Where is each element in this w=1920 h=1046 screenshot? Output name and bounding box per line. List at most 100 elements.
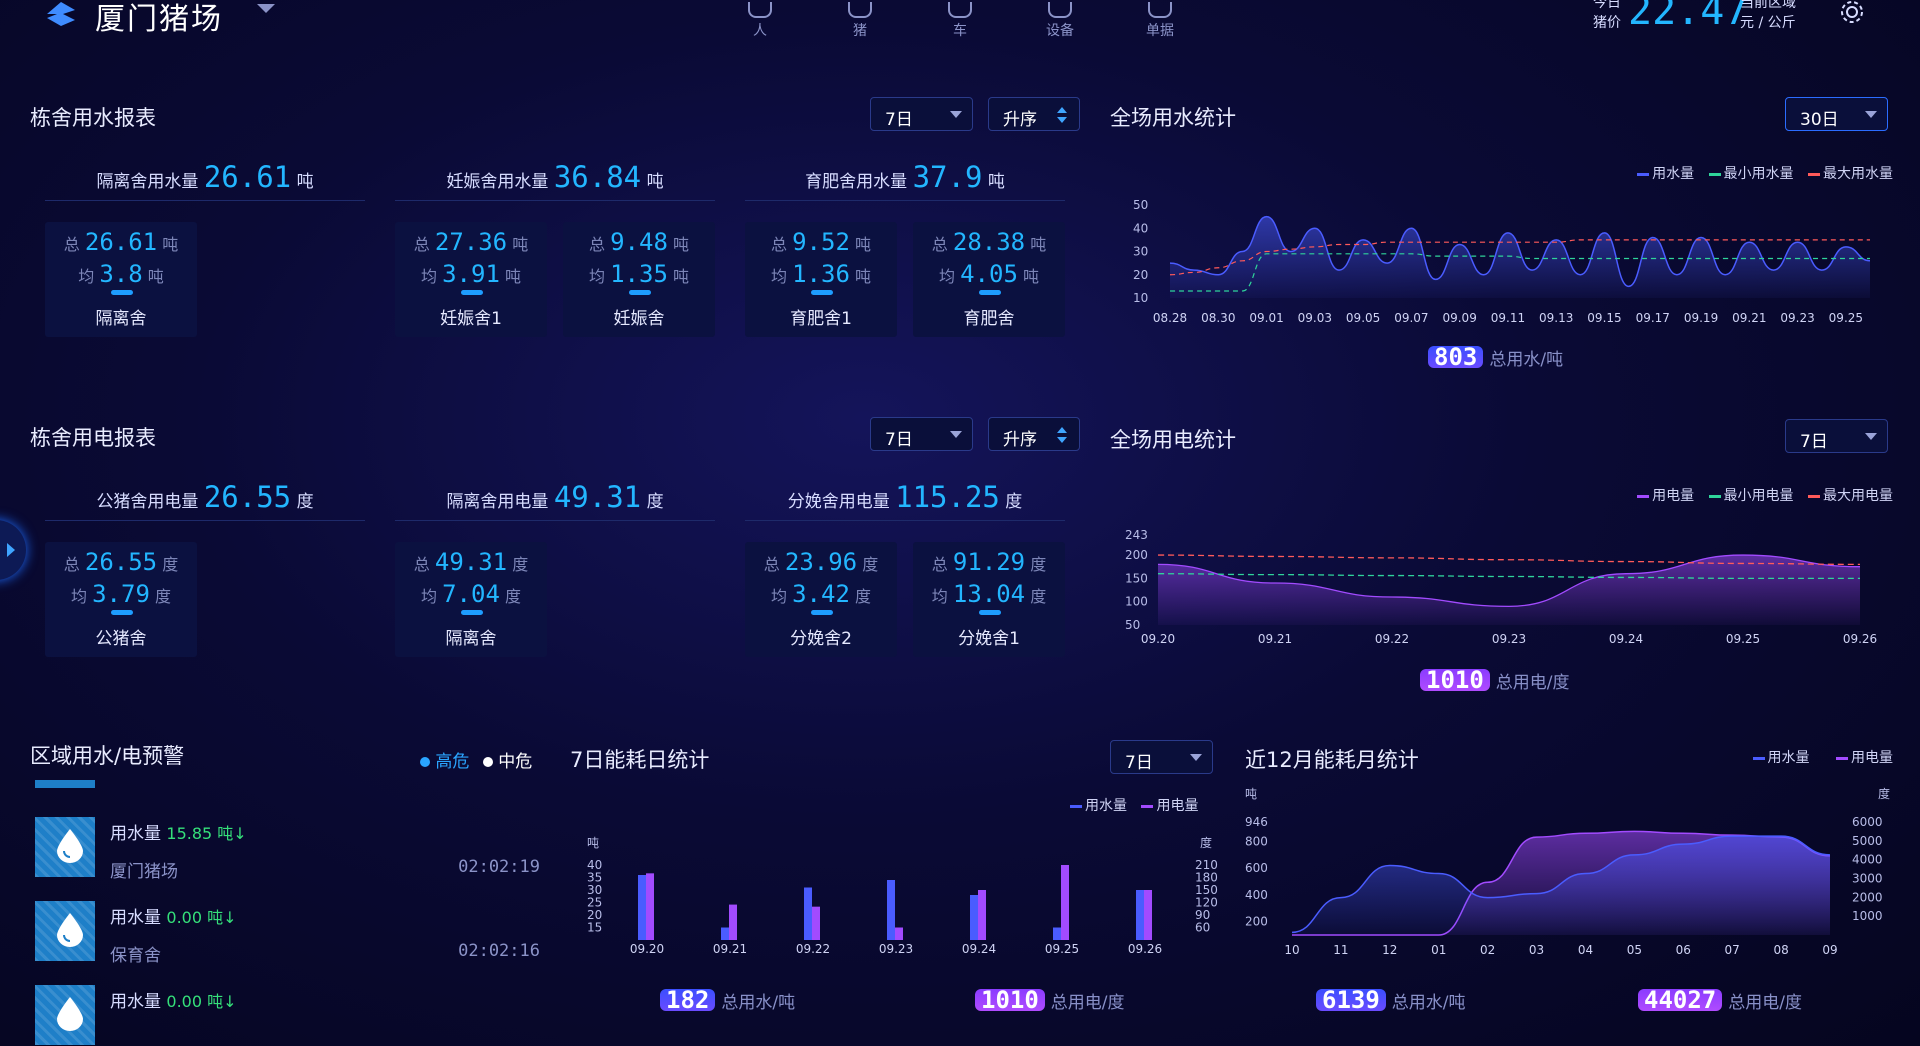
total-label: 总 bbox=[63, 555, 80, 574]
barn-water-card[interactable]: 总 26.61 吨 均 3.8 吨 隔离舍 bbox=[45, 222, 197, 337]
legend-swatch bbox=[1070, 804, 1082, 808]
alarm-list[interactable]: 用水量 15.85 吨↓ 厦门猪场 02:02:19 用水量 0.00 吨↓ 保… bbox=[30, 780, 540, 1046]
legend-item[interactable]: 用水量 bbox=[1752, 750, 1810, 766]
barn-water-card[interactable]: 总 28.38 吨 均 4.05 吨 育肥舍 bbox=[913, 222, 1065, 337]
y-left-tick-label: 25 bbox=[587, 896, 602, 910]
x-tick-label: 09.07 bbox=[1394, 311, 1428, 325]
x-tick-label: 09.21 bbox=[1258, 632, 1292, 645]
sort-icon bbox=[1057, 427, 1067, 443]
document-icon bbox=[1148, 2, 1172, 18]
x-tick-label: 12 bbox=[1382, 943, 1397, 957]
card-total-value: 28.38 bbox=[952, 228, 1026, 256]
total-label: 总 bbox=[770, 235, 787, 254]
y-left-tick-label: 800 bbox=[1245, 835, 1268, 849]
elec-group-unit: 度 bbox=[646, 492, 664, 512]
x-tick-label: 09.09 bbox=[1442, 311, 1476, 325]
water-group-label: 隔离舍用水量 bbox=[96, 172, 199, 192]
x-tick-label: 09.24 bbox=[1609, 632, 1643, 645]
legend-item[interactable]: 用电量 bbox=[1637, 488, 1694, 504]
barn-water-card[interactable]: 总 27.36 吨 均 3.91 吨 妊娠舍1 bbox=[395, 222, 547, 337]
legend-item[interactable]: 用水量 bbox=[1070, 798, 1127, 814]
barn-water-card[interactable]: 总 9.48 吨 均 1.35 吨 妊娠舍 bbox=[563, 222, 715, 337]
daily-water-total: 182 总用水/吨 bbox=[660, 988, 795, 1013]
series-line-1 bbox=[1157, 573, 1860, 580]
nav-device[interactable]: 设备 bbox=[1025, 0, 1095, 40]
legend-item[interactable]: 最大用电量 bbox=[1808, 488, 1893, 504]
elec-group-summary: 公猪舍用电量 26.55 度 bbox=[45, 480, 365, 521]
legend-item[interactable]: 用电量 bbox=[1836, 750, 1893, 766]
elec-report-sort-select[interactable]: 升序 bbox=[988, 417, 1080, 451]
elec-group-value: 115.25 bbox=[895, 480, 1000, 514]
alarm-value: 0.00 吨↓ bbox=[166, 992, 237, 1011]
x-tick-label: 08.28 bbox=[1153, 311, 1187, 325]
y-right-axis-label: 度 bbox=[1200, 835, 1212, 850]
y-left-tick-label: 40 bbox=[587, 858, 602, 872]
water-group-value: 37.9 bbox=[912, 160, 983, 194]
alarm-item[interactable]: 用水量 15.85 吨↓ 厦门猪场 02:02:19 bbox=[30, 817, 540, 887]
elec-stats-chart[interactable]: 度5010015020024309.2009.2109.2209.2309.24… bbox=[1125, 525, 1885, 645]
alarm-time: 02:02:16 bbox=[458, 941, 540, 961]
card-indicator bbox=[811, 290, 833, 295]
elec-stats-range-select[interactable]: 7日 bbox=[1785, 419, 1888, 453]
barn-water-card[interactable]: 总 9.52 吨 均 1.36 吨 育肥舍1 bbox=[745, 222, 897, 337]
card-avg-row: 均 1.36 吨 bbox=[745, 260, 897, 288]
nav-vehicle[interactable]: 车 bbox=[925, 0, 995, 40]
legend-item[interactable]: 最小用水量 bbox=[1708, 166, 1794, 182]
chevron-down-icon bbox=[1865, 433, 1877, 440]
card-barn-name: 育肥舍1 bbox=[790, 309, 852, 329]
y-tick-label: 100 bbox=[1125, 595, 1148, 609]
total-label: 总 bbox=[588, 235, 605, 254]
card-avg-row: 均 1.35 吨 bbox=[563, 260, 715, 288]
card-avg-row: 均 3.42 度 bbox=[745, 580, 897, 608]
water-bar bbox=[1136, 890, 1144, 940]
alarm-item[interactable]: 用水量 0.00 吨↓ bbox=[30, 985, 540, 1046]
monthly-chart[interactable]: 吨 度 200 400 600 800 946 1000 2000 3000 4000 5000 600… bbox=[1240, 780, 1905, 960]
nav-pig[interactable]: 猪 bbox=[825, 0, 895, 40]
price-region-label[interactable]: 当前区域 bbox=[1740, 0, 1796, 11]
water-stats-chart[interactable]: 吨102030405008.2808.3009.0109.0309.0509.0… bbox=[1125, 200, 1885, 335]
settings-gear-icon[interactable] bbox=[1838, 0, 1866, 26]
card-unit: 度 bbox=[512, 555, 529, 574]
alarm-item[interactable]: 用水量 0.00 吨↓ 保育舍 02:02:16 bbox=[30, 901, 540, 971]
nav-person[interactable]: 人 bbox=[725, 0, 795, 40]
y-right-tick-label: 3000 bbox=[1852, 872, 1883, 886]
water-group-unit: 吨 bbox=[296, 172, 314, 192]
barn-elec-card[interactable]: 总 49.31 度 均 7.04 度 隔离舍 bbox=[395, 542, 547, 657]
x-tick-label: 09.23 bbox=[879, 942, 913, 956]
barn-elec-card[interactable]: 总 26.55 度 均 3.79 度 公猪舍 bbox=[45, 542, 197, 657]
legend-item[interactable]: 最小用电量 bbox=[1708, 488, 1794, 504]
nav-person-label: 人 bbox=[753, 23, 767, 39]
legend-item[interactable]: 用水量 bbox=[1637, 166, 1694, 182]
x-tick-label: 06 bbox=[1676, 943, 1691, 957]
y-tick-label: 50 bbox=[1133, 200, 1148, 212]
water-report-range-select[interactable]: 7日 bbox=[870, 97, 973, 131]
water-group-label: 妊娠舍用水量 bbox=[446, 172, 549, 192]
x-tick-label: 09.25 bbox=[1829, 311, 1863, 325]
water-stats-range-select[interactable]: 30日 bbox=[1785, 97, 1888, 131]
elec-report-range-select[interactable]: 7日 bbox=[870, 417, 973, 451]
nav-document[interactable]: 单据 bbox=[1125, 0, 1195, 40]
barn-elec-card[interactable]: 总 91.29 度 均 13.04 度 分娩舍1 bbox=[913, 542, 1065, 657]
daily-range-select[interactable]: 7日 bbox=[1110, 740, 1213, 774]
elec-group-label: 隔离舍用电量 bbox=[446, 492, 549, 512]
y-tick-label: 243 bbox=[1125, 528, 1148, 542]
legend-item[interactable]: 最大用水量 bbox=[1808, 166, 1893, 182]
avg-label: 均 bbox=[770, 587, 787, 606]
series-line-2 bbox=[1169, 239, 1870, 276]
card-indicator bbox=[461, 610, 483, 615]
chevron-right-icon bbox=[7, 543, 15, 557]
alarm-time: 02:02:19 bbox=[458, 857, 540, 877]
farm-name[interactable]: 厦门猪场 bbox=[95, 2, 223, 37]
barn-elec-card[interactable]: 总 23.96 度 均 3.42 度 分娩舍2 bbox=[745, 542, 897, 657]
water-report-sort-select[interactable]: 升序 bbox=[988, 97, 1080, 131]
elec-stats-range-value: 7日 bbox=[1800, 432, 1828, 452]
farm-dropdown-icon[interactable] bbox=[257, 4, 275, 13]
x-tick-label: 09.24 bbox=[962, 942, 996, 956]
y-left-tick-label: 200 bbox=[1245, 915, 1268, 929]
legend-item[interactable]: 用电量 bbox=[1141, 798, 1198, 814]
avg-label: 均 bbox=[588, 267, 605, 286]
card-total-row: 总 9.48 吨 bbox=[563, 228, 715, 256]
legend-label: 用水量 bbox=[1767, 750, 1810, 766]
card-barn-name: 隔离舍 bbox=[95, 309, 147, 329]
